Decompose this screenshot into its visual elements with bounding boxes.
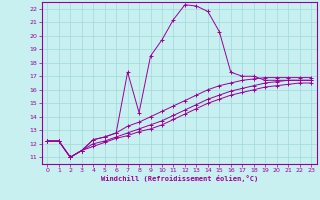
X-axis label: Windchill (Refroidissement éolien,°C): Windchill (Refroidissement éolien,°C) — [100, 175, 258, 182]
